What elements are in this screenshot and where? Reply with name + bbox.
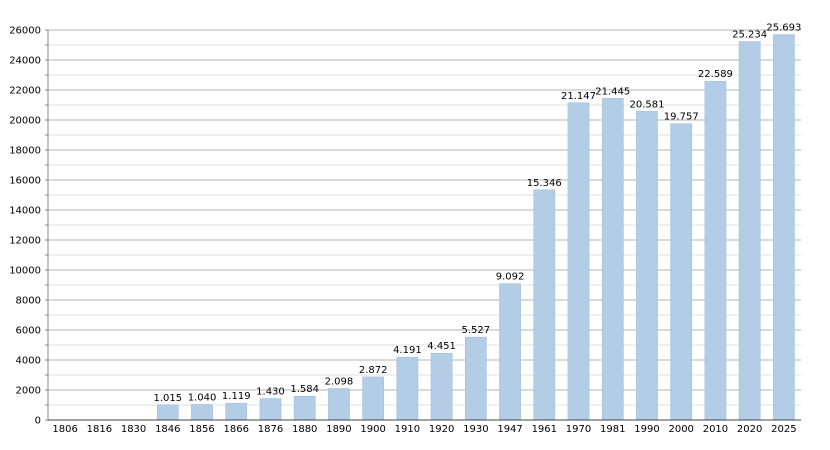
data-label-2000: 19.757 <box>664 112 699 123</box>
data-label-1947: 9.092 <box>496 272 525 283</box>
y-tick-label: 26000 <box>9 26 41 37</box>
data-labels: 1.015 1.040 1.119 1.430 1.584 2.098 2.872 4.191… <box>153 23 801 404</box>
data-label-1880: 1.584 <box>290 384 319 395</box>
bars <box>156 34 795 421</box>
x-tick-label: 1947 <box>497 424 522 435</box>
y-tick-label: 22000 <box>9 86 41 97</box>
x-tick-label: 1856 <box>189 424 214 435</box>
bar-1890 <box>328 388 350 421</box>
y-tick-label: 24000 <box>9 56 41 67</box>
x-tick-label: 1816 <box>87 424 112 435</box>
bar-1970 <box>567 102 590 421</box>
bar-2010 <box>704 80 727 421</box>
bar-1947 <box>499 283 521 421</box>
bar-1990 <box>636 111 658 421</box>
bar-1876 <box>259 398 282 421</box>
x-tick-label: 1900 <box>360 424 385 435</box>
x-tick-label: 1846 <box>155 424 180 435</box>
data-label-2025: 25.693 <box>766 23 801 34</box>
y-tick-label: 4000 <box>16 356 41 367</box>
x-axis-ticks: 1806 1816 1830 1846 1856 1866 1876 1880 1890 1900… <box>52 424 796 435</box>
bar-1900 <box>362 376 385 421</box>
bar-2000 <box>670 123 693 421</box>
x-tick-label: 1990 <box>634 424 659 435</box>
x-tick-label: 2020 <box>737 424 762 435</box>
data-label-1961: 15.346 <box>527 178 562 189</box>
x-tick-label: 1920 <box>429 424 454 435</box>
y-tick-label: 8000 <box>16 296 41 307</box>
data-label-2010: 22.589 <box>698 69 733 80</box>
data-label-1900: 2.872 <box>359 365 388 376</box>
y-tick-label: 0 <box>35 416 41 427</box>
bar-1856 <box>191 404 213 421</box>
bar-2025 <box>773 34 795 421</box>
x-tick-label: 1981 <box>600 424 625 435</box>
data-label-1856: 1.040 <box>188 392 217 403</box>
y-axis-ticks: 0 2000 4000 6000 8000 10000 12000 14000 16000 180… <box>9 26 48 427</box>
data-label-2020: 25.234 <box>732 29 767 40</box>
bar-1981 <box>601 98 624 421</box>
y-tick-label: 16000 <box>9 176 41 187</box>
data-label-1846: 1.015 <box>153 393 182 404</box>
x-tick-label: 2025 <box>771 424 796 435</box>
data-label-1876: 1.430 <box>256 387 285 398</box>
x-tick-label: 1876 <box>258 424 283 435</box>
bar-1930 <box>464 336 487 421</box>
x-tick-label: 1890 <box>326 424 351 435</box>
y-tick-label: 12000 <box>9 236 41 247</box>
x-tick-label: 1830 <box>121 424 146 435</box>
data-label-1910: 4.191 <box>393 345 422 356</box>
x-tick-label: 1910 <box>395 424 420 435</box>
x-tick-label: 1866 <box>224 424 249 435</box>
data-label-1981: 21.445 <box>595 86 630 97</box>
bar-1961 <box>533 189 556 421</box>
y-tick-label: 6000 <box>16 326 41 337</box>
bar-1910 <box>396 356 419 421</box>
y-tick-label: 18000 <box>9 146 41 157</box>
y-tick-label: 20000 <box>9 116 41 127</box>
bar-2020 <box>738 41 761 421</box>
data-label-1920: 4.451 <box>427 341 456 352</box>
bar-1866 <box>225 402 248 421</box>
x-tick-label: 1806 <box>52 424 77 435</box>
x-tick-label: 1930 <box>463 424 488 435</box>
y-tick-label: 2000 <box>16 386 41 397</box>
x-tick-label: 2010 <box>703 424 728 435</box>
data-label-1970: 21.147 <box>561 91 596 102</box>
y-tick-label: 10000 <box>9 266 41 277</box>
y-tick-label: 14000 <box>9 206 41 217</box>
bar-1920 <box>430 352 453 421</box>
x-tick-label: 2000 <box>668 424 693 435</box>
x-tick-label: 1880 <box>292 424 317 435</box>
x-tick-label: 1970 <box>566 424 591 435</box>
data-label-1890: 2.098 <box>325 377 354 388</box>
x-tick-label: 1961 <box>532 424 557 435</box>
bar-1880 <box>293 395 316 421</box>
data-label-1930: 5.527 <box>462 325 491 336</box>
data-label-1866: 1.119 <box>222 391 251 402</box>
bar-1846 <box>156 404 179 421</box>
data-label-1990: 20.581 <box>629 99 664 110</box>
